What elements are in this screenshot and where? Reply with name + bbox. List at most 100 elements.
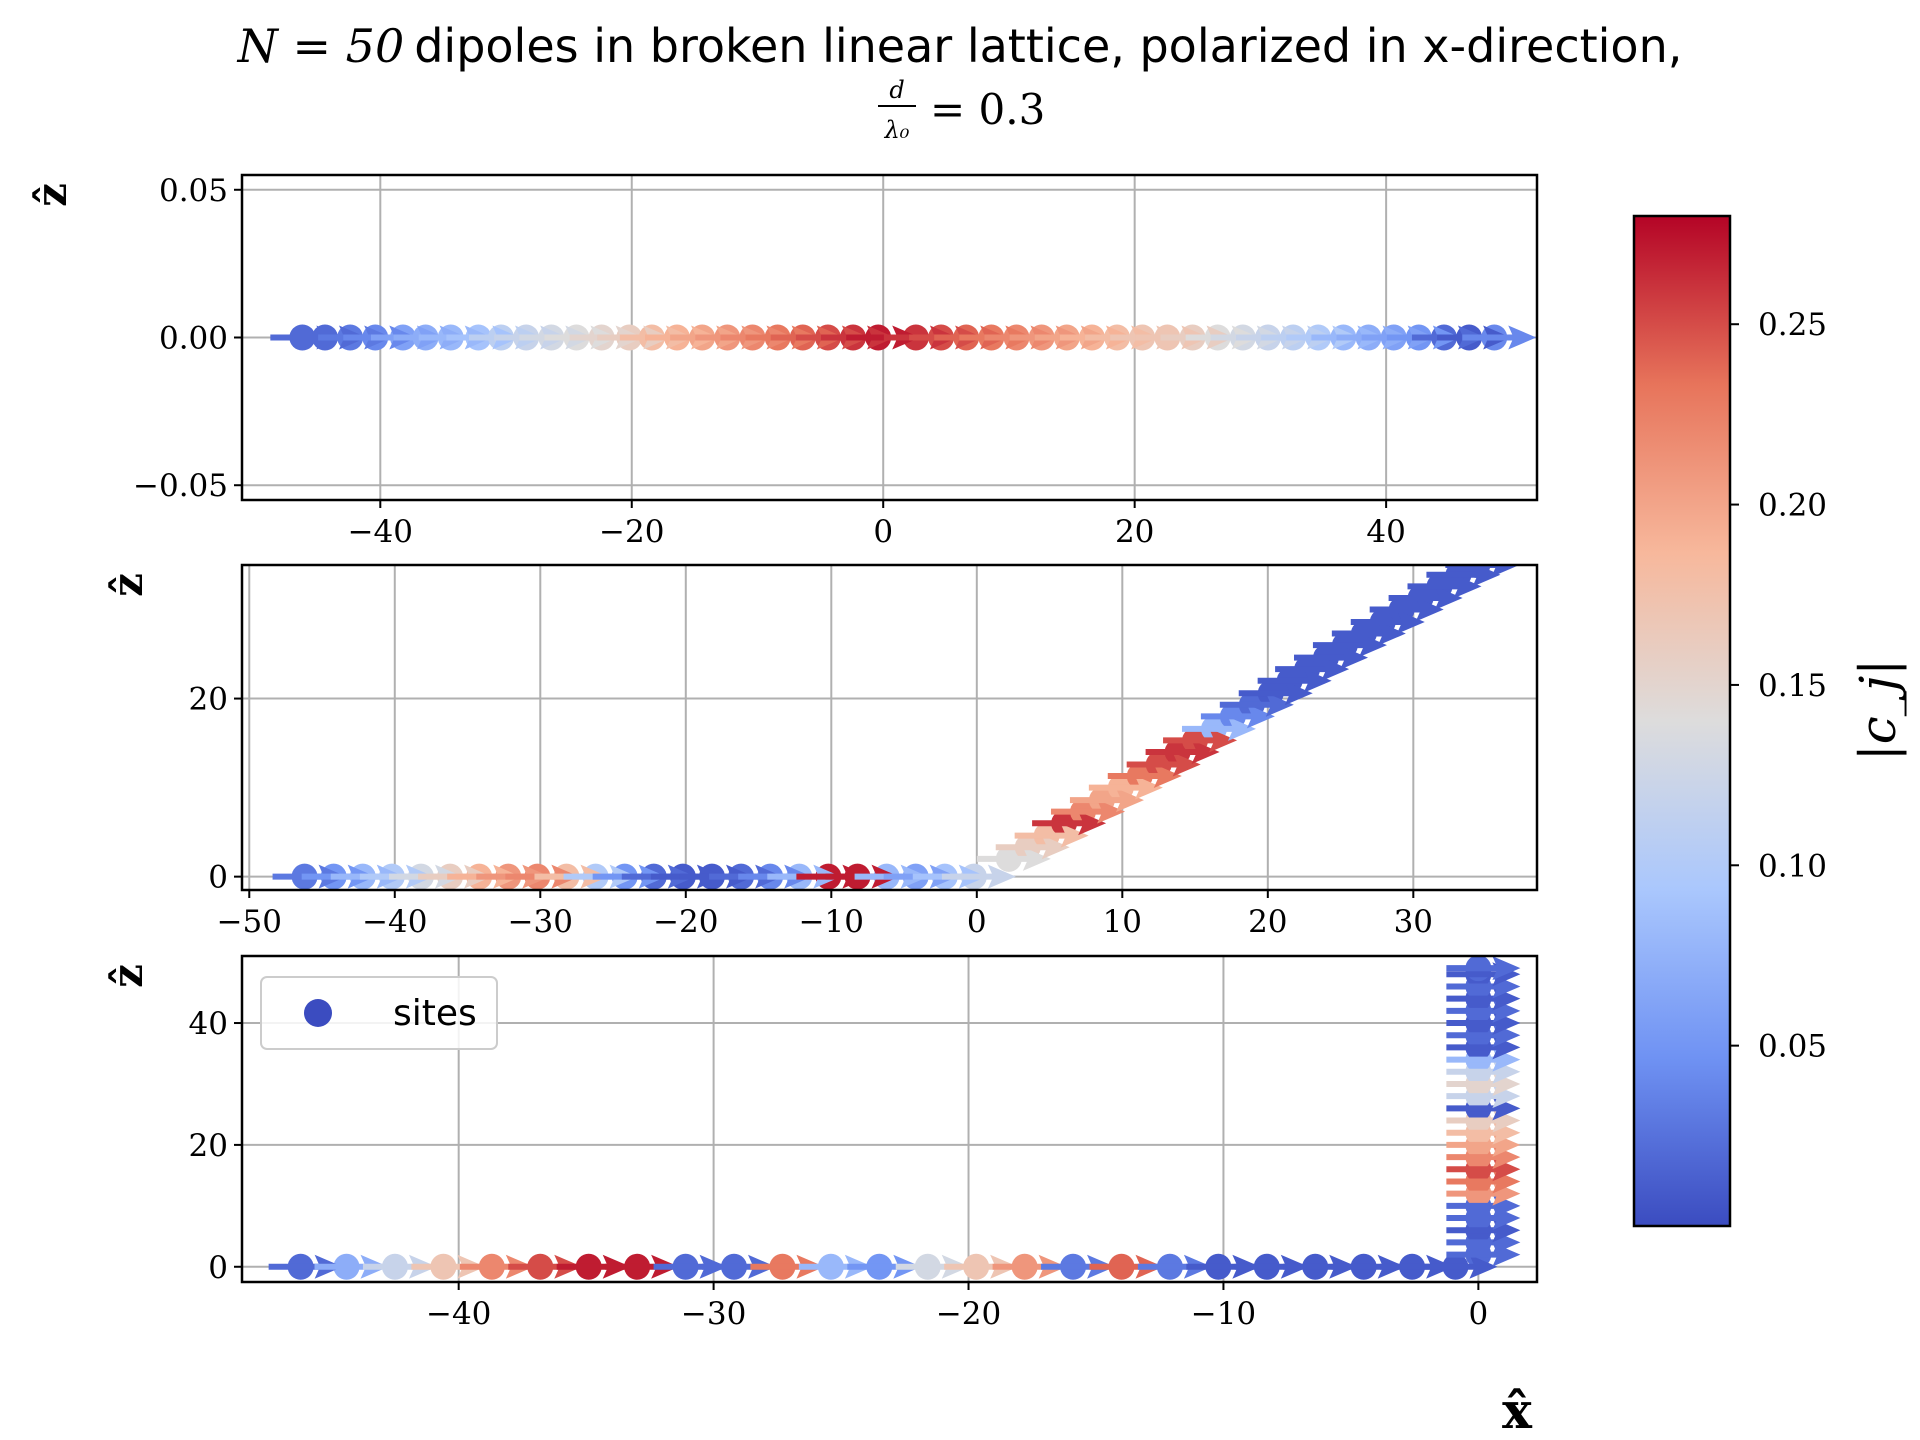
plot-frame	[240, 173, 1539, 502]
x-tick-label: 0	[873, 514, 893, 550]
colorbar: 0.05 0.10 0.15 0.20 0.25 |c_j|	[1632, 214, 1907, 1228]
x-tick-label: 20	[1115, 514, 1154, 550]
colorbar-tick-label: 0.10	[1758, 848, 1827, 884]
colorbar-ticks: 0.05 0.10 0.15 0.20 0.25	[1730, 307, 1827, 1065]
dipole-arrow	[1032, 811, 1107, 836]
dipole-arrow	[1275, 657, 1350, 682]
dipole-arrow	[1462, 325, 1537, 350]
dipole-arrow	[1331, 621, 1406, 646]
plot-background	[242, 565, 1537, 890]
dipole-arrow	[895, 1254, 970, 1279]
x-tick-label: 20	[1248, 904, 1287, 940]
dipole-arrow	[1219, 692, 1294, 717]
dipole-arrow	[1407, 574, 1482, 599]
dipole-arrow	[1388, 585, 1463, 610]
colorbar-tick-label: 0.05	[1758, 1029, 1827, 1065]
legend: sites	[260, 976, 498, 1050]
panel-top: −40 −20 0 20 40 −0.05 0.00 0.05 ẑ	[27, 173, 1539, 550]
y-axis-label: ẑ	[103, 573, 152, 597]
dipole-arrow	[1257, 668, 1332, 693]
x-tick-label: 10	[1103, 904, 1142, 940]
dipole-arrow	[1238, 681, 1313, 706]
legend-label: sites	[393, 993, 477, 1034]
colorbar-tick-label: 0.20	[1758, 488, 1827, 524]
x-tick-label: 40	[1366, 514, 1405, 550]
dipole-arrow	[605, 1254, 680, 1279]
dipole-arrow	[992, 1254, 1067, 1279]
dipole-arrow	[1069, 788, 1144, 813]
dipole-arrow	[1186, 1254, 1261, 1279]
dipole-arrow	[847, 1254, 922, 1279]
dipole-arrow	[1051, 799, 1126, 824]
dipole-arrow	[995, 835, 1070, 860]
dipole-arrow	[944, 1254, 1019, 1279]
y-tick-label: 20	[189, 682, 228, 718]
plot-area	[270, 324, 1537, 351]
y-tick-label: 0	[208, 1250, 228, 1286]
dipole-arrow	[941, 864, 1016, 889]
dipole-arrow	[1041, 1254, 1116, 1279]
dipole-arrow	[750, 1254, 825, 1279]
y-tick-label: 0.05	[159, 173, 228, 209]
dipole-arrow	[459, 1254, 534, 1279]
title-text: dipoles in broken linear lattice, polari…	[414, 19, 1682, 73]
x-tick-label: −30	[508, 904, 573, 940]
y-tick-label: 40	[189, 1006, 228, 1042]
dipole-arrow	[268, 1254, 343, 1279]
title-frac-num: d	[889, 76, 904, 104]
x-tick-label: −30	[681, 1296, 746, 1332]
figure-title: N = 50 dipoles in broken linear lattice, …	[237, 19, 1683, 144]
dipole-arrow	[1200, 704, 1275, 729]
dipole-arrow	[1088, 775, 1163, 800]
dipole-arrow	[1126, 752, 1201, 777]
y-tick-label: 0.00	[159, 321, 228, 357]
panel-middle: −50 −40 −30 −20 −10 0 10 20 30 0 20 ẑ	[103, 563, 1539, 940]
title-math-n: N = 50	[237, 19, 405, 73]
x-tick-label: 0	[967, 904, 987, 940]
title-line1: N = 50 dipoles in broken linear lattice, …	[237, 19, 1683, 73]
x-tick-label: −40	[348, 514, 413, 550]
dipole-arrow	[1312, 633, 1387, 658]
dipole-arrow	[1137, 1254, 1212, 1279]
dipole-arrow	[1294, 645, 1369, 670]
dipole-arrow	[1426, 565, 1501, 587]
x-tick-label: −40	[426, 1296, 491, 1332]
dipole-arrow	[411, 1254, 486, 1279]
panel-bottom: −40 −30 −20 −10 0 0 20 40 ẑ	[103, 954, 1539, 1332]
dipole-arrow	[1234, 1254, 1309, 1279]
plot-area	[272, 565, 1520, 890]
x-tick-label: −20	[936, 1296, 1001, 1332]
x-tick-label: −20	[599, 514, 664, 550]
y-tick-label: 0	[208, 860, 228, 896]
plot-frame	[240, 563, 1539, 892]
colorbar-tick-label: 0.15	[1758, 668, 1827, 704]
x-tick-label: 30	[1394, 904, 1433, 940]
x-tick-label: −10	[1191, 1296, 1256, 1332]
x-tick-label: −20	[653, 904, 718, 940]
dipole-arrow	[1380, 1254, 1455, 1279]
dipole-arrow	[1445, 565, 1520, 577]
x-tick-label: −40	[362, 904, 427, 940]
legend-marker	[304, 999, 332, 1027]
colorbar-label: |c_j|	[1849, 659, 1907, 761]
dipole-arrow	[1423, 1254, 1498, 1279]
dipole-arrow	[362, 1254, 437, 1279]
dipole-arrow	[1283, 1254, 1358, 1279]
y-axis-label: ẑ	[103, 964, 152, 988]
dipole-arrow	[1369, 597, 1444, 622]
y-tick-label: −0.05	[133, 468, 228, 504]
x-tick-label: 0	[1469, 1296, 1489, 1332]
dipole-arrow	[1145, 739, 1220, 764]
dipole-arrow	[508, 1254, 583, 1279]
plot-frame	[240, 954, 1539, 1284]
dipole-arrow	[1163, 728, 1238, 753]
x-tick-label: −10	[799, 904, 864, 940]
dipole-arrow	[653, 1254, 728, 1279]
dipole-arrow	[1446, 956, 1521, 981]
dipole-arrow	[976, 846, 1051, 871]
title-frac-den: λ₀	[884, 116, 910, 144]
dipole-arrow	[1014, 823, 1089, 848]
dipole-arrow	[1089, 1254, 1164, 1279]
y-axis-label: ẑ	[27, 183, 76, 207]
